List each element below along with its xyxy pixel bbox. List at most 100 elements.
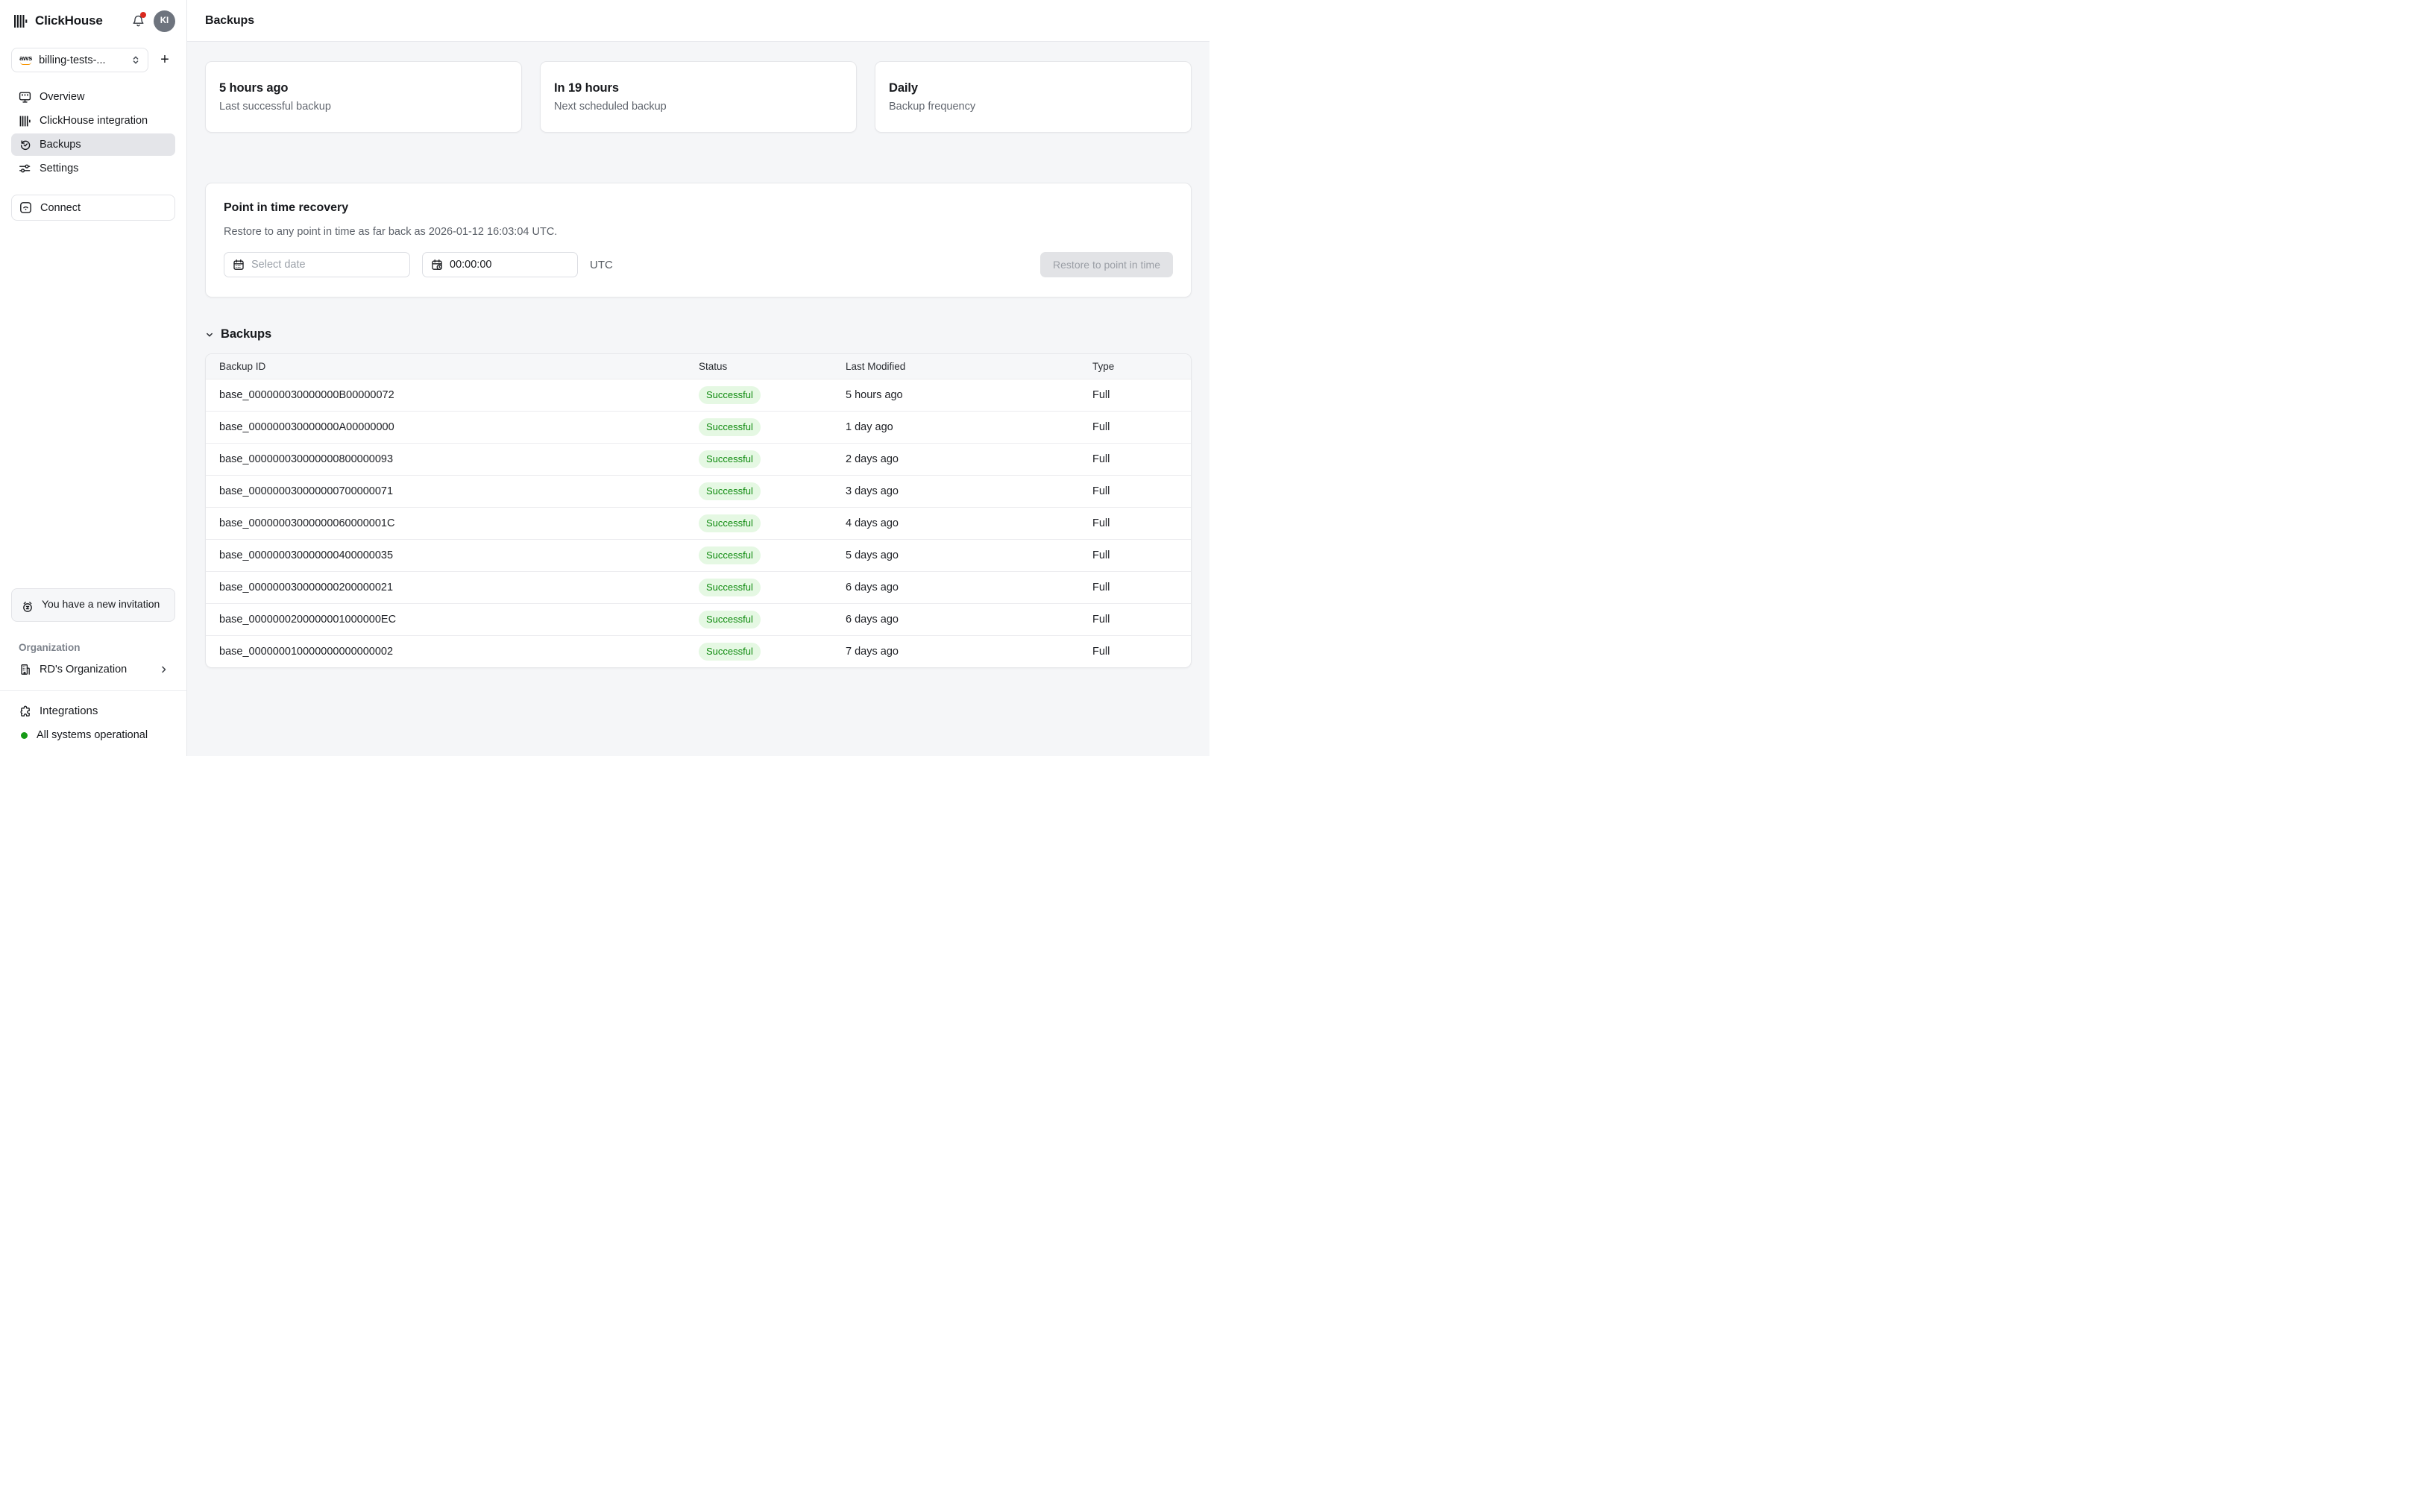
sidebar-item-label: Overview [40,91,85,103]
date-input[interactable] [251,259,401,271]
organization-name: RD's Organization [40,664,128,675]
next-backup-card: In 19 hours Next scheduled backup [540,61,857,133]
status-cell: Successful [699,579,846,596]
column-header-type: Type [1092,361,1115,372]
type-cell: Full [1092,582,1110,593]
invitation-alarm-icon [21,600,34,614]
chevron-down-icon [205,330,214,339]
organization-row[interactable]: RD's Organization [11,659,175,680]
overview-icon [19,91,31,104]
sidebar-item-backups[interactable]: Backups [11,133,175,156]
invitation-text: You have a new invitation [42,598,160,610]
status-cell: Successful [699,482,846,500]
table-row: base_000000030000000800000093 Successful… [206,443,1191,475]
card-caption: Backup frequency [889,101,976,113]
status-badge: Successful [699,418,761,436]
last-modified-cell: 6 days ago [846,614,899,626]
backups-table: Backup ID Status Last Modified Type base… [205,353,1192,668]
building-icon [19,664,31,675]
notifications-bell-icon[interactable] [129,12,147,30]
card-caption: Last successful backup [219,101,331,113]
backup-id-cell: base_000000030000000B00000072 [219,389,394,401]
status-badge: Successful [699,579,761,596]
page-title: Backups [205,13,254,27]
notification-badge [140,12,146,18]
card-value: Daily [889,81,918,95]
column-header-status: Status [699,361,728,372]
backups-section-title: Backups [221,327,272,341]
aws-logo-icon: aws [19,55,32,65]
last-modified-cell: 6 days ago [846,582,899,593]
type-cell: Full [1092,646,1110,658]
connect-button[interactable]: Connect [11,195,175,221]
table-row: base_0000000200000001000000EC Successful… [206,603,1191,635]
status-cell: Successful [699,418,846,436]
status-cell: Successful [699,546,846,564]
sidebar: ClickHouse KI aws billing-tests-... [0,0,187,756]
summary-cards: 5 hours ago Last successful backup In 19… [205,61,1192,133]
last-modified-cell: 4 days ago [846,517,899,529]
backup-id-cell: base_000000030000000400000035 [219,549,394,561]
chevron-updown-icon [131,54,140,66]
chevron-right-icon [160,665,168,674]
service-name: billing-tests-... [39,54,106,66]
last-modified-cell: 7 days ago [846,646,899,658]
status-badge: Successful [699,546,761,564]
last-modified-cell: 2 days ago [846,453,899,465]
backup-id-cell: base_000000010000000000000002 [219,646,394,658]
time-picker-field[interactable] [422,252,578,277]
type-cell: Full [1092,549,1110,561]
pitr-title: Point in time recovery [224,201,349,214]
card-value: 5 hours ago [219,81,289,95]
status-cell: Successful [699,643,846,661]
table-row: base_000000030000000A00000000 Successful… [206,411,1191,443]
backup-history-icon [19,139,31,151]
last-backup-card: 5 hours ago Last successful backup [205,61,522,133]
brand-name: ClickHouse [35,13,103,28]
type-cell: Full [1092,421,1110,433]
avatar[interactable]: KI [154,10,175,32]
status-badge: Successful [699,643,761,661]
table-row: base_00000003000000060000001C Successful… [206,507,1191,539]
pitr-description: Restore to any point in time as far back… [224,226,558,238]
type-cell: Full [1092,517,1110,529]
invitation-card[interactable]: You have a new invitation [11,588,175,622]
integrations-label: Integrations [40,705,98,717]
app-window: ClickHouse KI aws billing-tests-... [0,0,1210,756]
add-service-button[interactable]: + [160,51,169,68]
type-cell: Full [1092,485,1110,497]
settings-sliders-icon [19,163,31,174]
status-cell: Successful [699,386,846,404]
sidebar-item-overview[interactable]: Overview [11,86,175,108]
backups-section-header[interactable]: Backups [205,327,271,341]
sidebar-nav: Overview ClickHouse integration [11,86,175,180]
status-cell: Successful [699,514,846,532]
date-picker-field[interactable] [224,252,410,277]
system-status-link[interactable]: All systems operational [11,726,175,744]
connect-label: Connect [40,201,81,214]
service-selector[interactable]: aws billing-tests-... [11,48,148,72]
table-row: base_000000010000000000000002 Successful… [206,635,1191,667]
last-modified-cell: 5 days ago [846,549,899,561]
sidebar-item-label: Backups [40,139,81,151]
sidebar-item-clickhouse-integration[interactable]: ClickHouse integration [11,110,175,132]
sidebar-item-settings[interactable]: Settings [11,157,175,180]
time-input[interactable] [450,259,569,271]
calendar-icon [233,259,245,271]
last-modified-cell: 3 days ago [846,485,899,497]
restore-to-point-in-time-button[interactable]: Restore to point in time [1040,252,1173,277]
status-badge: Successful [699,482,761,500]
column-header-backup-id: Backup ID [219,361,266,372]
organization-label: Organization [19,642,81,653]
sidebar-item-integrations[interactable]: Integrations [11,702,175,720]
status-green-dot-icon [21,731,28,739]
status-badge: Successful [699,386,761,404]
main-area: Backups 5 hours ago Last successful back… [187,0,1210,756]
status-cell: Successful [699,450,846,468]
clickhouse-bars-icon [19,116,31,127]
table-row: base_000000030000000700000071 Successful… [206,475,1191,507]
status-badge: Successful [699,611,761,629]
card-caption: Next scheduled backup [554,101,667,113]
system-status-text: All systems operational [37,729,148,741]
last-modified-cell: 1 day ago [846,421,893,433]
